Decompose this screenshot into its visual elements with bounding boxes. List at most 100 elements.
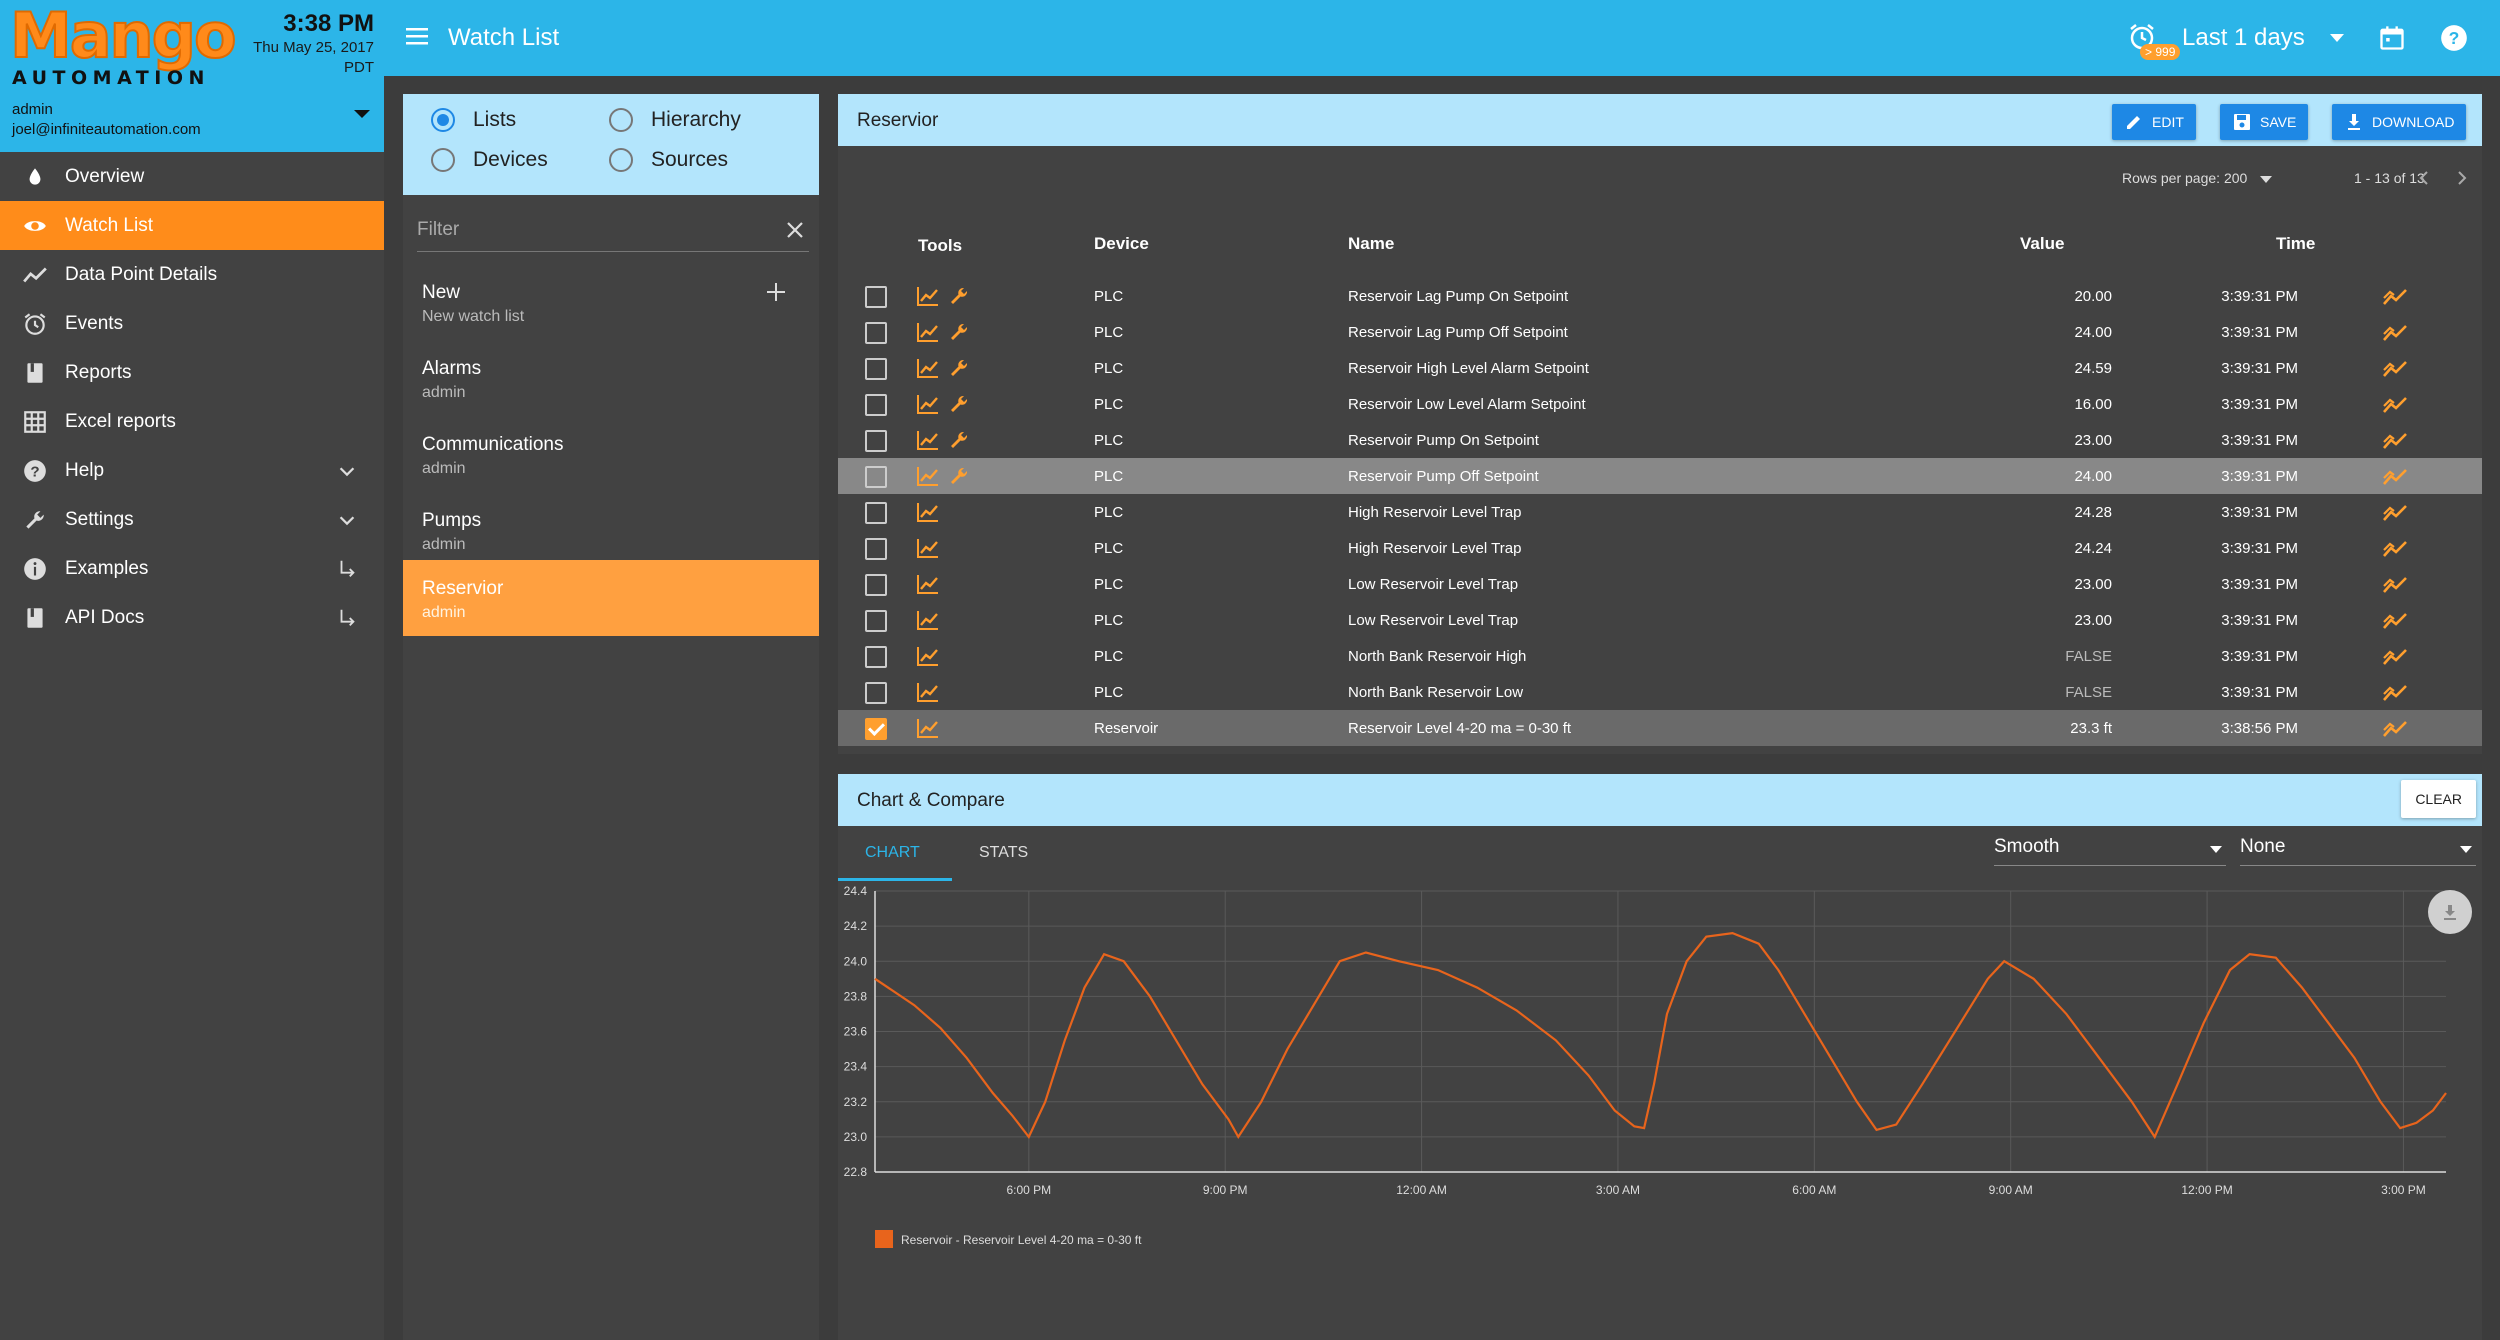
point-details-icon[interactable]	[2382, 286, 2410, 308]
point-details-icon[interactable]	[2382, 466, 2410, 488]
point-details-icon[interactable]	[2382, 394, 2410, 416]
column-header-device[interactable]: Device	[1094, 234, 1149, 253]
chart-trend-icon[interactable]	[916, 609, 940, 631]
nav-settings[interactable]: Settings	[0, 495, 384, 544]
row-checkbox[interactable]	[865, 682, 887, 704]
save-button[interactable]: SAVE	[2220, 104, 2309, 140]
radio-hierarchy[interactable]: Hierarchy	[609, 108, 741, 132]
point-details-icon[interactable]	[2382, 646, 2410, 668]
row-checkbox[interactable]	[865, 358, 887, 380]
table-row[interactable]: Reservoir Reservoir Level 4-20 ma = 0-30 …	[838, 710, 2482, 746]
list-item-new[interactable]: New New watch list	[403, 264, 819, 340]
radio-devices[interactable]: Devices	[431, 148, 548, 172]
row-checkbox[interactable]	[865, 538, 887, 560]
calendar-icon[interactable]	[2378, 24, 2406, 52]
chevron-right-icon[interactable]	[2452, 168, 2472, 188]
nav-api-docs[interactable]: API Docs	[0, 593, 384, 642]
table-row[interactable]: PLC Reservoir Low Level Alarm Setpoint 16.…	[838, 386, 2482, 422]
chart-trend-icon[interactable]	[916, 393, 940, 415]
user-menu[interactable]: admin joel@infiniteautomation.com	[12, 100, 201, 140]
point-details-icon[interactable]	[2382, 682, 2410, 704]
point-details-icon[interactable]	[2382, 358, 2410, 380]
clear-button[interactable]: CLEAR	[2401, 780, 2476, 818]
table-row[interactable]: PLC North Bank Reservoir Low FALSE 3:39:31 …	[838, 674, 2482, 710]
list-item-communications[interactable]: Communications admin	[403, 416, 819, 492]
point-details-icon[interactable]	[2382, 322, 2410, 344]
chart-trend-icon[interactable]	[916, 573, 940, 595]
row-checkbox[interactable]	[865, 718, 887, 740]
chevron-left-icon[interactable]	[2414, 168, 2434, 188]
table-row[interactable]: PLC Reservoir Pump On Setpoint 23.00 3:39:3…	[838, 422, 2482, 458]
chart-trend-icon[interactable]	[916, 357, 940, 379]
nav-data-point-details[interactable]: Data Point Details	[0, 250, 384, 299]
tab-stats[interactable]: STATS	[979, 844, 1029, 861]
table-row[interactable]: PLC Low Reservoir Level Trap 23.00 3:39:31 …	[838, 602, 2482, 638]
legend-label[interactable]: Reservoir - Reservoir Level 4-20 ma = 0-…	[901, 1233, 1142, 1247]
row-checkbox[interactable]	[865, 574, 887, 596]
point-details-icon[interactable]	[2382, 430, 2410, 452]
user-menu-caret-icon[interactable]	[354, 110, 370, 118]
wrench-icon[interactable]	[948, 357, 970, 379]
point-details-icon[interactable]	[2382, 538, 2410, 560]
row-checkbox[interactable]	[865, 502, 887, 524]
point-details-icon[interactable]	[2382, 610, 2410, 632]
chart-trend-icon[interactable]	[916, 429, 940, 451]
row-checkbox[interactable]	[865, 610, 887, 632]
point-details-icon[interactable]	[2382, 718, 2410, 740]
caret-down-icon[interactable]	[2330, 34, 2344, 42]
list-item-alarms[interactable]: Alarms admin	[403, 340, 819, 416]
chart-trend-icon[interactable]	[916, 717, 940, 739]
chart-download-button[interactable]	[2428, 890, 2472, 934]
download-button[interactable]: DOWNLOAD	[2332, 104, 2467, 140]
nav-reports[interactable]: Reports	[0, 348, 384, 397]
nav-watch-list[interactable]: Watch List	[0, 201, 384, 250]
time-range-selector[interactable]: Last 1 days	[2182, 24, 2305, 51]
edit-button[interactable]: EDIT	[2112, 104, 2196, 140]
nav-overview[interactable]: Overview	[0, 152, 384, 201]
list-item-reservior[interactable]: Reservior admin	[403, 560, 819, 636]
table-row[interactable]: PLC High Reservoir Level Trap 24.24 3:39:31…	[838, 530, 2482, 566]
nav-examples[interactable]: Examples	[0, 544, 384, 593]
filter-input[interactable]	[417, 210, 757, 250]
nav-events[interactable]: Events	[0, 299, 384, 348]
list-item-pumps[interactable]: Pumps admin	[403, 492, 819, 568]
point-details-icon[interactable]	[2382, 574, 2410, 596]
table-row[interactable]: PLC Reservoir High Level Alarm Setpoint 24…	[838, 350, 2482, 386]
row-checkbox[interactable]	[865, 322, 887, 344]
table-row[interactable]: PLC Reservoir Lag Pump Off Setpoint 24.00 3…	[838, 314, 2482, 350]
row-checkbox[interactable]	[865, 430, 887, 452]
add-icon[interactable]	[764, 280, 788, 304]
radio-lists[interactable]: Lists	[431, 108, 516, 132]
caret-down-icon[interactable]	[2260, 176, 2272, 183]
nav-help[interactable]: ? Help	[0, 446, 384, 495]
chart-trend-icon[interactable]	[916, 285, 940, 307]
chart-trend-icon[interactable]	[916, 501, 940, 523]
wrench-icon[interactable]	[948, 393, 970, 415]
chevron-down-icon[interactable]	[336, 509, 358, 531]
nav-excel-reports[interactable]: Excel reports	[0, 397, 384, 446]
row-checkbox[interactable]	[865, 286, 887, 308]
table-row[interactable]: PLC Reservoir Pump Off Setpoint 24.00 3:39:…	[838, 458, 2482, 494]
wrench-icon[interactable]	[948, 321, 970, 343]
table-row[interactable]: PLC Low Reservoir Level Trap 23.00 3:39:31 …	[838, 566, 2482, 602]
chart-trend-icon[interactable]	[916, 321, 940, 343]
row-checkbox[interactable]	[865, 466, 887, 488]
table-row[interactable]: PLC Reservoir Lag Pump On Setpoint 20.00 3:…	[838, 278, 2482, 314]
wrench-icon[interactable]	[948, 285, 970, 307]
table-row[interactable]: PLC North Bank Reservoir High FALSE 3:39:31…	[838, 638, 2482, 674]
row-checkbox[interactable]	[865, 394, 887, 416]
chart-trend-icon[interactable]	[916, 645, 940, 667]
radio-sources[interactable]: Sources	[609, 148, 728, 172]
rollup-select[interactable]: Smooth	[1994, 836, 2226, 866]
table-row[interactable]: PLC High Reservoir Level Trap 24.28 3:39:31…	[838, 494, 2482, 530]
rows-per-page-select[interactable]: Rows per page: 200	[2122, 170, 2248, 186]
rollup-period-select[interactable]: None	[2240, 836, 2476, 866]
close-icon[interactable]	[785, 220, 805, 240]
chevron-down-icon[interactable]	[336, 460, 358, 482]
help-icon[interactable]: ?	[2440, 24, 2468, 52]
row-checkbox[interactable]	[865, 646, 887, 668]
chart-trend-icon[interactable]	[916, 465, 940, 487]
column-header-name[interactable]: Name	[1348, 234, 1395, 253]
chart-trend-icon[interactable]	[916, 681, 940, 703]
hamburger-menu-icon[interactable]	[406, 26, 432, 48]
